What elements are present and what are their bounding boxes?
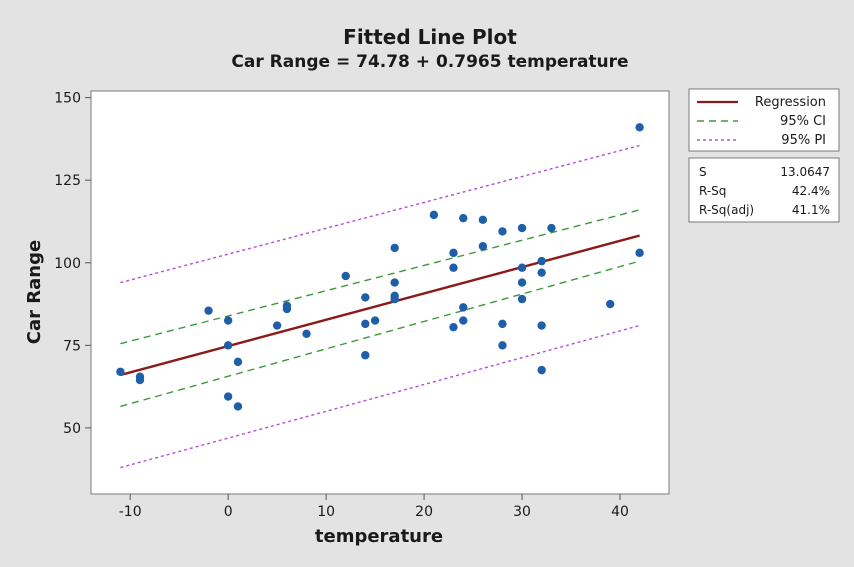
x-tick-label: 10	[317, 504, 335, 520]
data-point	[449, 263, 458, 272]
data-point	[361, 293, 370, 302]
data-point	[537, 256, 546, 266]
chart-subtitle: Car Range = 74.78 + 0.7965 temperature	[231, 52, 628, 72]
regression-line-group	[120, 234, 640, 377]
stats-box-frame	[688, 157, 840, 223]
data-point	[517, 294, 527, 304]
stat-label-s: S	[699, 165, 707, 179]
x-axis-label: temperature	[315, 526, 443, 547]
data-point	[517, 263, 527, 272]
data-point	[429, 210, 439, 220]
data-point	[116, 367, 125, 376]
data-point	[233, 402, 243, 411]
data-point	[223, 316, 233, 325]
x-tick-label: 30	[513, 504, 531, 520]
data-point	[341, 271, 350, 281]
stats-box: S 13.0647 R-Sq 42.4% R-Sq(adj) 41.1%	[688, 157, 840, 223]
stat-value-s: 13.0647	[780, 165, 830, 179]
data-point	[459, 316, 468, 325]
data-point	[390, 243, 399, 253]
data-point	[223, 341, 233, 350]
data-point	[537, 321, 546, 330]
data-point	[361, 319, 370, 329]
data-point	[635, 248, 644, 258]
data-point	[498, 341, 507, 350]
interval-bands	[120, 144, 640, 469]
data-point	[635, 123, 644, 132]
data-point	[223, 392, 233, 401]
stat-value-rsq-adj: 41.1%	[792, 203, 830, 217]
data-point	[537, 365, 546, 375]
ci-band-upper	[120, 209, 640, 345]
data-point	[478, 215, 488, 225]
y-tick-label: 125	[54, 173, 81, 189]
data-point	[459, 303, 468, 312]
data-point	[606, 299, 615, 309]
data-point	[449, 322, 458, 332]
legend: Regression 95% CI 95% PI	[688, 88, 840, 152]
data-point	[498, 227, 507, 236]
data-point	[361, 351, 370, 360]
data-point	[390, 294, 399, 304]
ci-band-lower	[120, 260, 640, 408]
data-point	[498, 319, 507, 329]
x-tick-label: 40	[611, 504, 629, 520]
data-points	[116, 123, 644, 411]
data-point	[459, 213, 468, 223]
regression-line	[120, 234, 640, 377]
x-axis: -10 0 10 20 30 40	[119, 494, 629, 520]
x-tick-label: -10	[119, 504, 142, 520]
plot-area	[90, 90, 670, 495]
stat-label-rsq-adj: R-Sq(adj)	[699, 203, 754, 217]
data-point	[282, 304, 292, 314]
data-point	[135, 372, 145, 381]
x-tick-label: 0	[224, 504, 233, 520]
y-axis-label: Car Range	[24, 240, 45, 344]
data-point	[537, 268, 546, 277]
data-point	[478, 242, 488, 251]
legend-box	[688, 88, 840, 152]
legend-label-regression: Regression	[755, 95, 826, 110]
x-tick-label: 20	[415, 504, 433, 520]
data-point	[517, 278, 527, 287]
data-point	[233, 357, 243, 367]
data-point	[517, 223, 527, 233]
stat-value-rsq: 42.4%	[792, 184, 830, 198]
y-tick-label: 150	[54, 91, 81, 107]
data-point	[302, 329, 311, 338]
data-point	[272, 321, 282, 330]
y-axis: 50 75 100 125 150	[54, 91, 91, 437]
data-point	[370, 316, 380, 325]
data-point	[547, 223, 556, 233]
y-tick-label: 50	[63, 421, 81, 437]
stat-label-rsq: R-Sq	[699, 184, 726, 198]
legend-label-pi: 95% PI	[781, 133, 826, 148]
data-point	[204, 306, 213, 315]
y-tick-label: 75	[63, 338, 81, 354]
chart-title: Fitted Line Plot	[343, 25, 517, 49]
data-point	[390, 278, 399, 287]
y-tick-label: 100	[54, 256, 81, 272]
data-point	[449, 248, 458, 258]
legend-label-ci: 95% CI	[780, 114, 826, 129]
